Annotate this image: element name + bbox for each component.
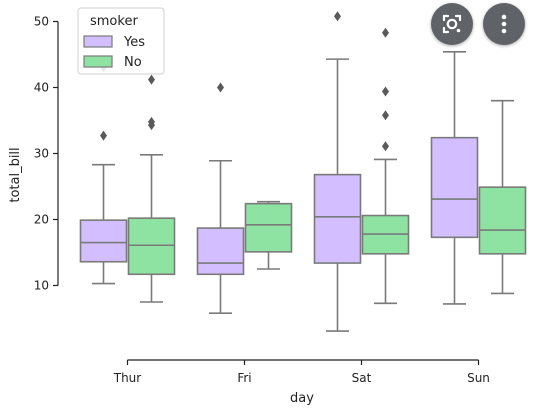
legend-label: Yes bbox=[123, 35, 145, 50]
y-axis-label: total_bill bbox=[8, 147, 23, 202]
x-axis: Thur Fri Sat Sun day bbox=[113, 359, 490, 406]
legend-swatch bbox=[83, 35, 113, 48]
y-tick-label: 20 bbox=[34, 213, 49, 227]
more-vertical-icon bbox=[501, 14, 507, 34]
x-tick-label: Thur bbox=[113, 371, 142, 385]
more-options-button[interactable] bbox=[483, 3, 525, 45]
iqr-box bbox=[430, 136, 479, 239]
lens-search-icon bbox=[442, 14, 462, 34]
x-axis-label: day bbox=[290, 391, 314, 406]
outlier-point bbox=[100, 130, 107, 141]
box-yes-sat bbox=[313, 11, 362, 332]
x-tick-label: Sun bbox=[467, 371, 490, 385]
outlier-point bbox=[382, 27, 389, 38]
box-no-thur bbox=[127, 74, 176, 303]
lens-search-button[interactable] bbox=[431, 3, 473, 45]
box-yes-thur bbox=[79, 62, 128, 285]
legend-swatch bbox=[83, 55, 113, 68]
box-no-fri bbox=[244, 200, 293, 270]
iqr-box bbox=[244, 202, 293, 253]
outlier-point bbox=[217, 82, 224, 93]
box-no-sun bbox=[478, 99, 527, 295]
outlier-point bbox=[382, 110, 389, 121]
legend: smoker Yes No bbox=[77, 7, 165, 75]
y-tick-label: 50 bbox=[34, 15, 49, 29]
box-no-sat bbox=[361, 27, 410, 305]
iqr-box bbox=[127, 217, 176, 276]
y-tick-label: 30 bbox=[34, 147, 49, 161]
box-yes-fri bbox=[196, 82, 245, 315]
x-tick-label: Sat bbox=[352, 371, 372, 385]
iqr-box bbox=[196, 227, 245, 276]
y-tick-label: 10 bbox=[34, 279, 49, 293]
y-tick-label: 40 bbox=[34, 81, 49, 95]
series-no bbox=[127, 27, 527, 305]
iqr-box bbox=[478, 186, 527, 255]
legend-label: No bbox=[124, 55, 142, 70]
iqr-box bbox=[313, 173, 362, 264]
iqr-box bbox=[79, 219, 128, 263]
outlier-point bbox=[334, 11, 341, 22]
outlier-point bbox=[382, 141, 389, 152]
box-yes-sun bbox=[430, 28, 479, 305]
x-tick-label: Fri bbox=[237, 371, 251, 385]
y-axis: 10 20 30 40 50 total_bill bbox=[8, 15, 59, 293]
outlier-point bbox=[148, 116, 155, 127]
outlier-point bbox=[382, 86, 389, 97]
legend-title: smoker bbox=[90, 14, 138, 29]
outlier-point bbox=[148, 74, 155, 85]
